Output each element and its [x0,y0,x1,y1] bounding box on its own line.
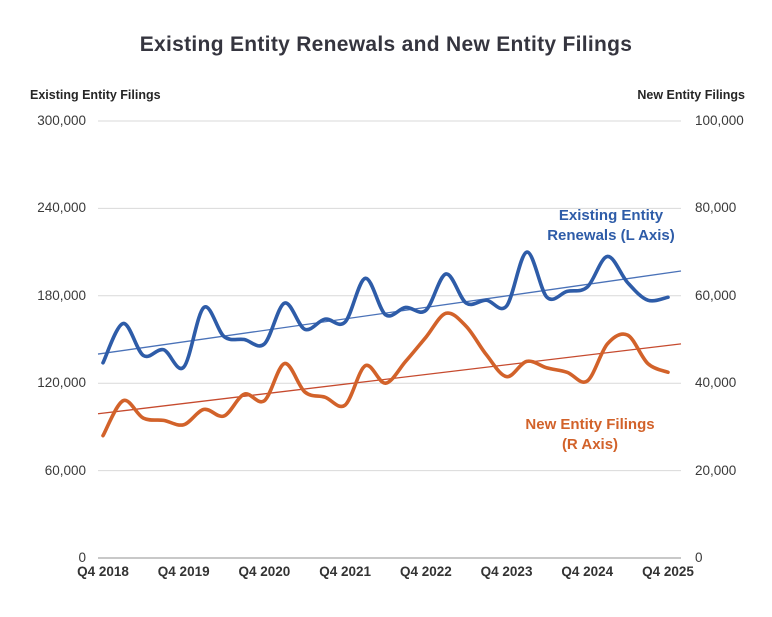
orange-series-label-line1: New Entity Filings [525,416,655,433]
chart-title: Existing Entity Renewals and New Entity … [139,33,633,56]
left-axis-header: Existing Entity Filings [30,88,161,102]
right-axis-header: New Entity Filings [637,88,745,102]
x-axis-tick-label: Q4 2018 [77,564,129,579]
right-axis-tick-label: 40,000 [695,375,737,391]
x-axis-tick-label: Q4 2019 [157,564,210,579]
left-axis-tick-label: 0 [78,550,86,565]
x-axis-tick-label: Q4 2024 [561,564,614,579]
left-axis-tick-label: 240,000 [37,200,86,216]
left-axis-tick-label: 300,000 [37,113,86,128]
x-axis-tick-label: Q4 2023 [480,564,533,579]
x-axis-tick-label: Q4 2020 [238,564,291,579]
orange-series-label: New Entity Filings (R Axis) [505,415,675,455]
right-axis-tick-label: 60,000 [695,287,737,303]
right-axis-tick-label: 80,000 [695,200,737,216]
left-axis-tick-label: 60,000 [44,462,86,478]
x-axis-tick-label: Q4 2025 [642,564,694,579]
x-axis-tick-label: Q4 2021 [319,564,372,579]
right-axis-tick-label: 100,000 [695,113,744,128]
left-axis-tick-label: 180,000 [37,287,86,303]
renewals-line [101,250,670,371]
right-axis-tick-label: 0 [695,550,703,565]
filings-line [101,311,670,438]
filings-trendline [97,343,682,415]
renewals-trendline [97,270,682,355]
blue-series-label: Existing Entity Renewals (L Axis) [526,206,696,246]
left-axis-tick-label: 120,000 [37,375,86,391]
right-axis-tick-label: 20,000 [695,462,737,478]
blue-series-label-line2: Renewals (L Axis) [547,227,675,244]
x-axis-tick-label: Q4 2022 [399,564,452,579]
blue-series-label-line1: Existing Entity [558,207,664,224]
orange-series-label-line2: (R Axis) [561,436,619,453]
